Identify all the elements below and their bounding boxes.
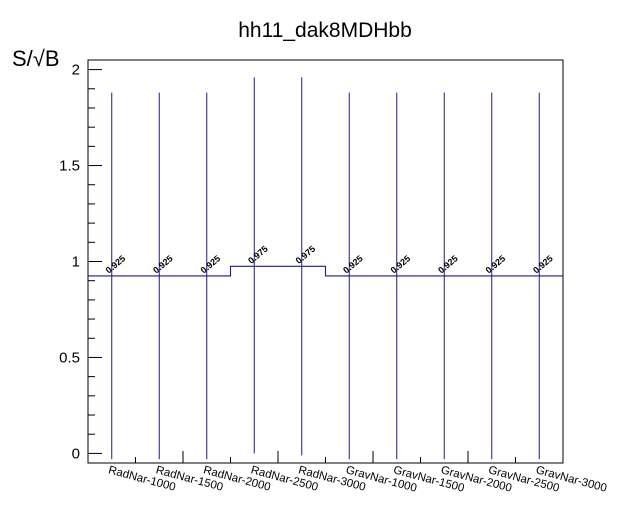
y-tick-label: 1 [72, 254, 80, 271]
chart-title: hh11_dak8MDHbb [238, 19, 412, 42]
y-tick-label: 1.5 [59, 158, 80, 175]
data-label: 0.925 [199, 253, 223, 275]
data-label: 0.925 [151, 253, 175, 275]
data-label: 0.925 [436, 253, 460, 275]
data-label: 0.925 [484, 253, 508, 275]
axes: 0 0.5 1 1.5 2 [59, 62, 564, 464]
y-axis-label: S/√B [12, 46, 60, 71]
data-labels: RadNar-1000RadNar-1500RadNar-2000RadNar-… [104, 244, 608, 495]
data-label: 0.975 [246, 244, 270, 266]
data-label: 0.925 [389, 253, 413, 275]
data-label: 0.925 [341, 253, 365, 275]
data-label: 0.975 [294, 244, 318, 266]
data-label: 0.925 [104, 253, 128, 275]
histogram-line [88, 265, 563, 277]
y-tick-label: 0 [72, 445, 80, 462]
data-label: 0.925 [531, 253, 555, 275]
data-marks [88, 77, 563, 460]
y-tick-label: 0.5 [59, 349, 80, 366]
y-tick-label: 2 [72, 62, 80, 79]
